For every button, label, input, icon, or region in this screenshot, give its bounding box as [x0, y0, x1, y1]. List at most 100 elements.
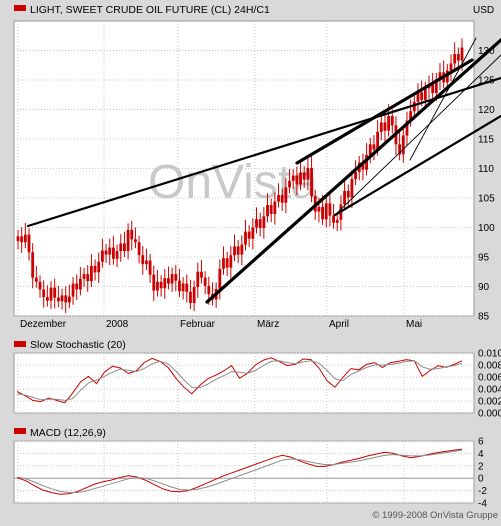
candle-body: [152, 274, 156, 291]
candle-body: [409, 111, 413, 121]
trend-line: [26, 76, 501, 228]
indicator-series-line: [16, 449, 463, 493]
candle-body: [126, 229, 130, 252]
candle-body: [178, 280, 181, 292]
candle-body: [284, 187, 288, 203]
candle-body: [277, 195, 280, 202]
candle-body: [67, 296, 71, 303]
candle-body: [354, 172, 357, 180]
candle-body: [27, 234, 31, 253]
candle-body: [280, 195, 284, 203]
candle-body: [207, 285, 211, 295]
candle-body: [163, 278, 167, 289]
candle-body: [82, 274, 86, 279]
price-y-tick-label: 95: [478, 253, 490, 264]
trend-line: [333, 114, 501, 217]
candle-body: [376, 131, 380, 150]
candle-body: [321, 206, 324, 220]
candle-body: [49, 287, 53, 301]
candle-body: [460, 47, 464, 61]
candle-body: [240, 244, 244, 255]
indicator-y-tick-label: 0.004: [478, 385, 501, 396]
candle-body: [86, 274, 90, 282]
candle-body: [328, 203, 332, 216]
candle-body: [291, 175, 295, 181]
candle-body: [449, 63, 453, 71]
candle-body: [189, 291, 192, 304]
candle-body: [123, 243, 126, 252]
indicator-y-tick-label: 0.006: [478, 373, 501, 384]
candle-body: [31, 252, 35, 278]
candle-body: [453, 54, 457, 64]
candle-body: [225, 258, 229, 268]
indicator-y-tick-label: 0.008: [478, 361, 501, 372]
candle-body: [445, 70, 449, 83]
candle-body: [247, 231, 251, 239]
candle-body: [141, 255, 145, 265]
candle-body: [273, 201, 277, 214]
candle-body: [306, 167, 310, 180]
candle-body: [390, 115, 394, 126]
candle-body: [115, 251, 119, 259]
price-y-ticks: 85 90 95 100 105 110 115 120 125 130: [478, 46, 495, 323]
candle-body: [159, 281, 163, 289]
candle-body: [192, 287, 196, 304]
candle-body: [97, 261, 101, 273]
price-y-tick-label: 125: [478, 76, 495, 87]
candle-body: [387, 115, 391, 131]
candle-body: [218, 268, 222, 289]
candle-body: [156, 281, 159, 291]
trend-line: [335, 54, 501, 215]
candle-body: [379, 122, 383, 132]
candle-body: [288, 180, 291, 188]
price-x-tick-label: März: [257, 319, 279, 330]
candle-body: [266, 205, 269, 217]
price-x-ticks: Dezember 2008 Februar März April Mai: [20, 319, 422, 330]
candle-body: [310, 167, 313, 197]
candle-body: [295, 175, 299, 185]
price-y-tick-label: 120: [478, 105, 495, 116]
indicator-y-tick-label: 0: [478, 474, 484, 485]
candle-body: [416, 92, 420, 102]
indicator-series-line: [16, 448, 463, 495]
title-legend-swatch: [14, 5, 26, 11]
price-y-tick-label: 115: [478, 135, 494, 146]
candle-body: [401, 135, 405, 155]
candle-body: [174, 274, 178, 281]
macd-grid: [14, 440, 474, 504]
candle-body: [60, 295, 64, 302]
candle-body: [317, 206, 321, 212]
candle-body: [16, 236, 20, 242]
candle-body: [255, 219, 258, 228]
indicator-y-tick-label: 4: [478, 449, 484, 460]
macd-y-ticks: 642 0-2 -4: [478, 437, 487, 510]
candle-body: [412, 101, 416, 112]
price-y-tick-label: 90: [478, 282, 490, 293]
candle-body: [75, 283, 79, 290]
trend-line: [295, 58, 474, 165]
candle-body: [365, 154, 368, 170]
price-x-tick-label: April: [329, 319, 349, 330]
candle-body: [134, 239, 137, 243]
candle-body: [324, 203, 328, 220]
price-x-tick-label: Mai: [406, 319, 422, 330]
candle-body: [423, 88, 427, 101]
candle-body: [405, 120, 409, 136]
candle-body: [350, 179, 354, 198]
candle-body: [145, 260, 148, 265]
trend-lines: [26, 37, 501, 304]
candle-body: [361, 162, 365, 170]
candle-body: [104, 250, 108, 255]
indicator-y-tick-label: -4: [478, 499, 487, 510]
candle-body: [71, 283, 75, 297]
candle-body: [372, 144, 376, 150]
candle-body: [236, 246, 240, 255]
candle-body: [170, 274, 174, 284]
candle-body: [148, 260, 152, 275]
candle-body: [258, 219, 262, 229]
candle-body: [45, 297, 49, 301]
price-x-tick-label: 2008: [106, 319, 129, 330]
candle-body: [244, 231, 247, 245]
candle-body: [89, 265, 93, 282]
